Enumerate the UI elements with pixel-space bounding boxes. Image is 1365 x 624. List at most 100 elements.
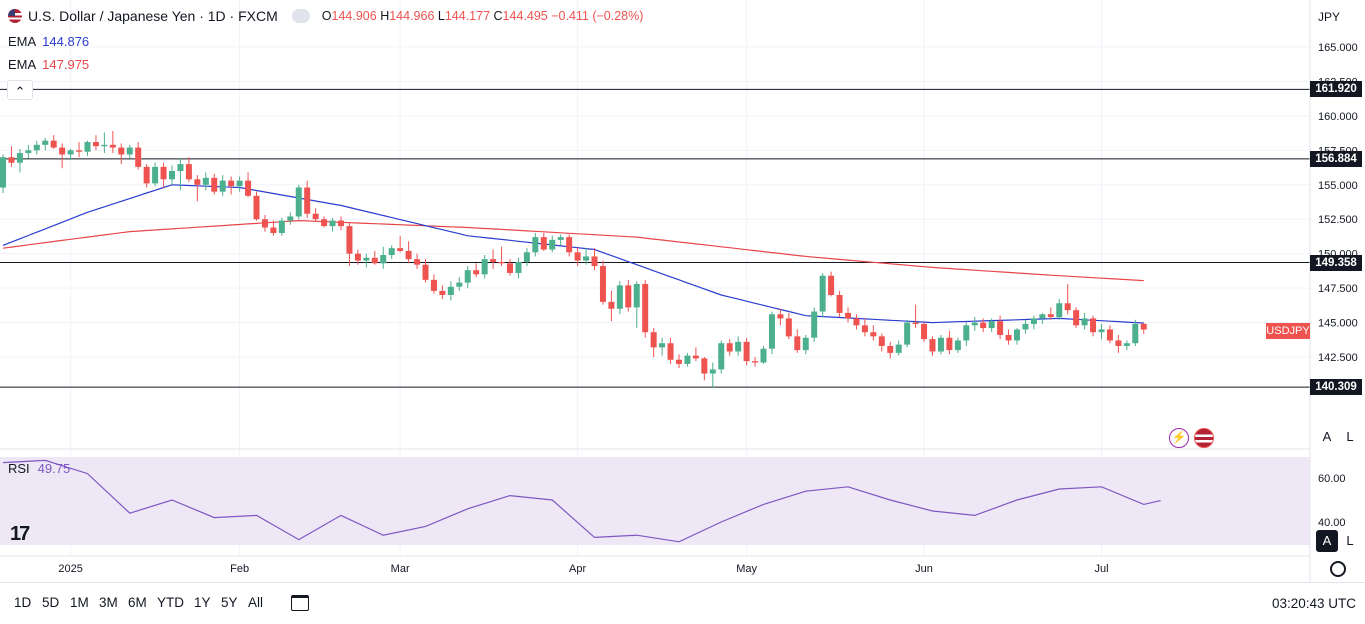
candle-body [785,318,792,337]
candle [946,330,953,355]
timeframe-1m[interactable]: 1M [70,595,89,610]
candle [718,340,725,374]
candle [507,259,513,276]
candle [997,315,1004,340]
candle-body [1022,323,1029,330]
time-axis[interactable]: 2025 Feb Mar Apr May Jun Jul [58,563,1108,575]
candle [794,329,801,353]
candle [76,142,83,158]
candle [1064,283,1071,315]
rsi-auto-scale-button[interactable]: A [1316,530,1338,552]
candle-body [270,227,277,233]
date-range-calendar-icon[interactable] [291,595,309,611]
candle-body [261,219,268,228]
settings-gear-icon[interactable] [1330,561,1346,577]
auto-scale-button[interactable]: A [1316,426,1338,448]
time-tick-label: 2025 [58,563,82,575]
currency-label[interactable]: JPY [1318,10,1341,24]
timeframe-5y[interactable]: 5Y [221,595,238,610]
ohlc-values: O144.906 H144.966 L144.177 C144.495 −0.4… [322,9,644,23]
timeframe-3m[interactable]: 3M [99,595,118,610]
us-flag-event-icon[interactable] [1194,428,1214,448]
candle-body [1039,314,1046,319]
timeframe-1d[interactable]: 1D [14,595,32,610]
candle [819,272,826,318]
candle [16,148,23,173]
low-value: 144.177 [444,9,491,23]
candle-body [456,282,463,287]
candle-body [726,343,733,352]
candle [414,253,421,269]
candle-body [667,343,674,360]
rsi-log-scale-button[interactable]: L [1339,530,1361,552]
timeframe-all[interactable]: All [248,595,264,610]
timeframe-ytd[interactable]: YTD [157,595,184,610]
utc-clock[interactable]: 03:20:43 UTC [1271,596,1356,611]
candle [185,157,192,183]
candle-body [718,343,725,370]
candle-body [608,301,615,309]
eye-toggle-icon[interactable] [291,9,310,23]
candle-body [1098,329,1105,333]
timeframe-6m[interactable]: 6M [128,595,147,610]
candle [59,143,66,169]
timeframe-5d[interactable]: 5D [42,595,60,610]
candle [904,319,911,348]
candle [566,234,573,257]
candle-body [633,283,640,308]
candle [0,154,6,194]
candle-body [101,144,108,147]
candle [490,249,497,269]
candle [447,281,454,301]
candle-body [76,150,83,152]
candle-body [490,259,497,262]
candle [760,345,767,364]
candle [828,271,835,297]
candle-body [895,344,902,353]
candle-body [135,147,142,167]
candle [219,175,226,196]
candle-body [937,337,944,352]
auto-scale-label: A [1322,429,1332,444]
chart-canvas[interactable]: 165.000162.500160.000157.500155.000152.5… [0,0,1365,582]
candle [245,172,252,198]
candle [954,337,961,353]
candle [684,352,691,367]
rsi-legend[interactable]: RSI 49.75 [8,461,70,476]
ema-slow-legend[interactable]: EMA 147.975 [8,57,89,72]
candle [557,234,564,246]
price-tick-label: 145.000 [1318,318,1358,330]
candle-body [1064,303,1071,311]
candle [422,259,429,283]
candle-body [363,257,370,261]
collapse-legend-button[interactable]: ⌃ [7,80,33,100]
level-price-tag: 156.884 [1310,150,1362,167]
candle-body [1073,310,1080,326]
candle-body [312,213,319,220]
candle [1106,325,1113,344]
candle-body [118,147,125,155]
candle-body [1081,318,1088,326]
candle [304,180,311,218]
candle [1056,299,1063,320]
candle [1140,323,1147,334]
candle [937,334,944,355]
candle [709,362,716,388]
candle-body [329,220,336,227]
candle [1098,323,1105,340]
candle-body [878,336,885,346]
candle [853,314,860,330]
rsi-label: RSI [8,461,30,476]
lightning-icon[interactable]: ⚡ [1169,428,1189,448]
timeframe-1y[interactable]: 1Y [194,595,211,610]
candle-body [709,369,716,374]
candle-body [549,239,556,250]
candle-body [743,341,750,362]
candle-body [836,295,843,313]
candle [532,233,539,257]
log-scale-button[interactable]: L [1339,426,1361,448]
tradingview-logo[interactable]: 17 [10,523,30,545]
ema-fast-legend[interactable]: EMA 144.876 [8,34,89,49]
candle-body [583,256,590,261]
symbol-title[interactable]: U.S. Dollar / Japanese Yen · 1D · FXCM [28,8,278,24]
